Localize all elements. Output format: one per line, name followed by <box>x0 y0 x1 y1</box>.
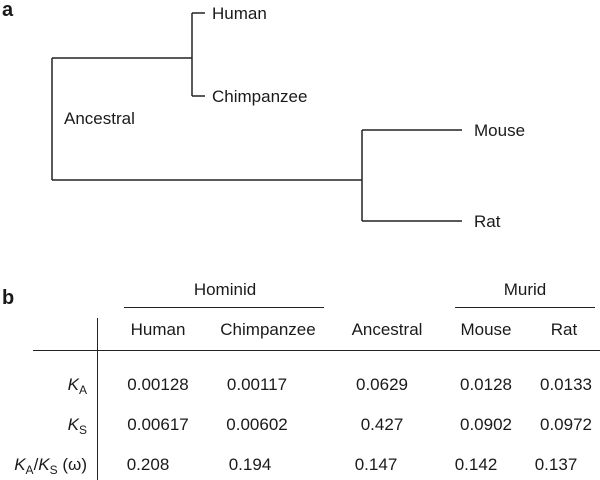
column-header-mouse: Mouse <box>460 320 512 339</box>
tree-label-mouse: Mouse <box>474 121 525 140</box>
table-row-label-divider <box>97 318 98 480</box>
table-cell: 0.00602 <box>226 415 288 434</box>
table-cell: 0.137 <box>534 455 578 474</box>
tree-label-ancestral: Ancestral <box>64 109 135 128</box>
table-cell: 0.0902 <box>460 415 512 434</box>
tree-label-chimpanzee: Chimpanzee <box>212 87 307 106</box>
tree-label-human: Human <box>212 4 267 23</box>
table-cell: 0.00617 <box>127 415 189 434</box>
table-cell: 0.427 <box>360 415 404 434</box>
table-cell: 0.208 <box>126 455 170 474</box>
table-cell: 0.00117 <box>226 375 288 394</box>
row-label-ks: KS <box>67 415 87 437</box>
column-header-rat: Rat <box>550 320 578 339</box>
column-header-human: Human <box>130 320 186 339</box>
panel-b-label: b <box>2 287 15 309</box>
group-rule-hominid <box>124 307 324 308</box>
tree-label-rat: Rat <box>474 212 501 231</box>
table-cell: 0.00128 <box>127 375 189 394</box>
row-label-ka: KA <box>67 375 87 397</box>
table-cell: 0.0133 <box>540 375 592 394</box>
panel-a-label: a <box>2 0 14 21</box>
table-cell: 0.0629 <box>356 375 408 394</box>
column-header-ancestral: Ancestral <box>351 320 423 339</box>
group-header-hominid: Hominid <box>193 280 257 299</box>
table-cell: 0.147 <box>354 455 398 474</box>
table-cell: 0.194 <box>228 455 272 474</box>
group-rule-murid <box>455 307 595 308</box>
table-header-rule <box>33 350 600 351</box>
row-label-ka-ks-omega: KA/KS (ω) <box>14 455 87 477</box>
column-header-chimpanzee: Chimpanzee <box>220 320 316 339</box>
table-cell: 0.0128 <box>460 375 512 394</box>
phylogenetic-tree: Human Chimpanzee Ancestral Mouse Rat <box>51 4 525 231</box>
table-cell: 0.142 <box>454 455 498 474</box>
group-header-murid: Murid <box>503 280 547 299</box>
table-cell: 0.0972 <box>540 415 592 434</box>
